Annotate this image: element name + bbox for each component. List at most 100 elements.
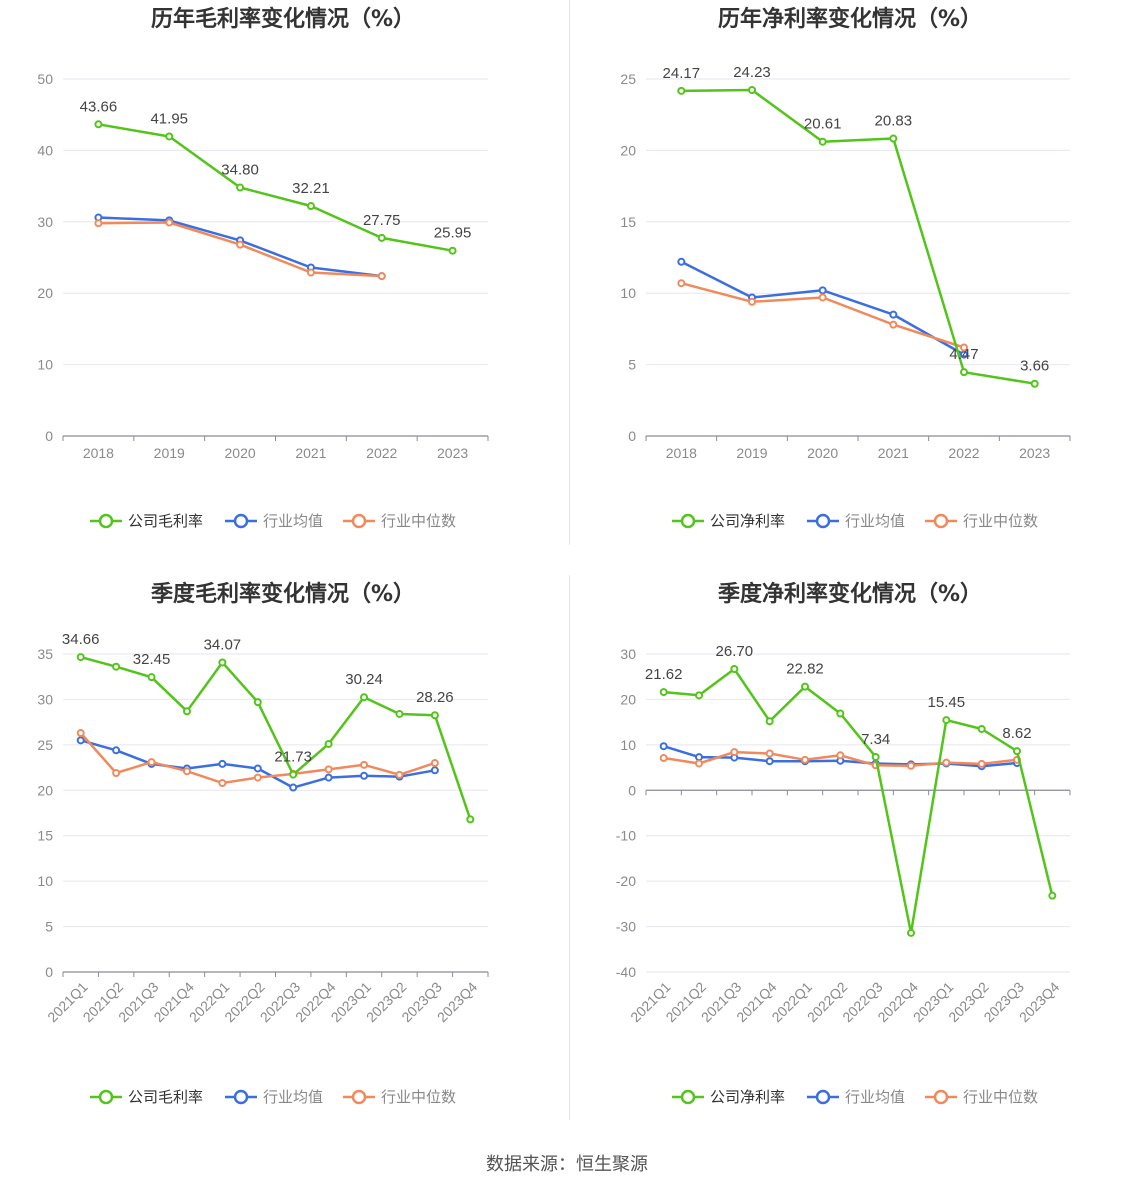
- x-tick-label: 2018: [666, 445, 697, 461]
- data-point-company: [1030, 379, 1039, 388]
- data-point-company: [977, 724, 986, 733]
- data-label: 21.73: [274, 749, 312, 766]
- data-point-median: [377, 272, 386, 281]
- data-point-median: [942, 758, 951, 767]
- data-point-avg: [677, 257, 686, 266]
- data-point-company: [765, 717, 774, 726]
- legend-item-company: 公司毛利率: [90, 513, 203, 530]
- data-label: 32.21: [292, 180, 330, 197]
- data-point-median: [907, 761, 915, 770]
- data-point-median: [94, 219, 103, 228]
- legend-item-company: 公司净利率: [672, 513, 785, 530]
- data-label: 24.17: [663, 65, 701, 82]
- data-label: 20.61: [804, 116, 842, 133]
- data-point-median: [112, 769, 121, 778]
- y-tick-label: 10: [37, 357, 53, 373]
- legend-item-company: 公司净利率: [672, 1089, 785, 1106]
- y-tick-label: 20: [37, 782, 53, 798]
- x-tick-label: 2019: [154, 445, 185, 461]
- data-point-company: [730, 664, 739, 673]
- series-line-avg: [680, 260, 965, 356]
- annual-net-margin-svg: 历年净利率变化情况（%） 0 5 10 15 20 25 2018 2019 2020 2021 20…: [620, 6, 1071, 530]
- data-point-median: [165, 218, 174, 227]
- data-point-median: [836, 751, 845, 760]
- legend-label: 公司毛利率: [128, 513, 203, 530]
- legend-marker-icon: [680, 513, 696, 529]
- data-point-avg: [765, 757, 774, 766]
- legend-item-median: 行业中位数: [925, 1089, 1038, 1106]
- data-point-company: [871, 752, 880, 761]
- y-tick-label: 0: [628, 782, 636, 798]
- data-label: 15.45: [928, 694, 966, 711]
- legend-label: 行业均值: [845, 1089, 905, 1106]
- data-point-company: [942, 716, 951, 725]
- data-point-company: [448, 246, 457, 255]
- y-tick-label: -30: [616, 919, 636, 935]
- data-point-median: [182, 767, 191, 776]
- legend-marker-icon: [815, 1089, 831, 1105]
- x-tick-label: 2023: [437, 445, 468, 461]
- data-source: 数据来源：恒生聚源: [486, 1154, 648, 1174]
- data-point-company: [306, 202, 315, 211]
- data-point-median: [977, 759, 986, 768]
- data-point-median: [730, 748, 739, 757]
- legend-marker-icon: [933, 513, 949, 529]
- data-point-avg: [818, 286, 827, 295]
- legend-item-avg: 行业均值: [807, 1089, 905, 1106]
- legend-item-avg: 行业均值: [807, 513, 905, 530]
- y-tick-label: -20: [616, 873, 636, 889]
- annual-gross-margin-svg: 历年毛利率变化情况（%） 0 10 20 30 40 50 2018 2019 2020 2021 2…: [37, 6, 489, 530]
- data-point-avg: [889, 310, 898, 319]
- data-point-avg: [289, 783, 298, 792]
- legend-label: 行业中位数: [381, 513, 456, 530]
- legend-item-median: 行业中位数: [343, 1089, 456, 1106]
- x-tick-label: 2023Q4: [434, 979, 481, 1026]
- data-point-median: [695, 759, 703, 768]
- data-point-company: [801, 682, 809, 691]
- y-tick-label: 0: [628, 428, 636, 444]
- legend-label: 行业均值: [263, 1089, 323, 1106]
- x-tick-label: 2023Q4: [1016, 979, 1063, 1026]
- data-point-company: [165, 132, 174, 141]
- data-point-company: [395, 709, 404, 718]
- data-point-avg: [324, 773, 333, 782]
- y-tick-label: 30: [620, 646, 636, 662]
- data-point-company: [76, 653, 85, 662]
- legend-label: 行业中位数: [381, 1089, 456, 1106]
- data-point-median: [324, 765, 333, 774]
- chart-title: 季度毛利率变化情况（%）: [151, 581, 415, 607]
- series-line-median: [98, 221, 382, 278]
- quarterly-gross-margin-chart: 季度毛利率变化情况（%） 0 5 10 15 20 25 30 35 2021Q1 2021Q2 20…: [0, 575, 567, 1120]
- data-label: 3.66: [1020, 358, 1049, 375]
- legend-label: 行业均值: [263, 513, 323, 530]
- legend-item-median: 行业中位数: [343, 513, 456, 530]
- annual-net-margin-chart: 历年净利率变化情况（%） 0 5 10 15 20 25 2018 2019 2020 2021 20…: [567, 0, 1134, 545]
- legend-label: 公司净利率: [710, 513, 785, 530]
- data-point-avg: [112, 746, 121, 755]
- y-tick-label: 5: [628, 357, 636, 373]
- data-label: 25.95: [434, 225, 472, 242]
- legend-marker-icon: [680, 1089, 696, 1105]
- y-tick-label: 5: [45, 919, 53, 935]
- y-tick-label: 20: [620, 142, 636, 158]
- y-tick-label: -40: [616, 964, 636, 980]
- legend-marker-icon: [933, 1089, 949, 1105]
- series-line-company: [681, 88, 1035, 385]
- data-label: 24.23: [733, 64, 771, 81]
- legend-item-company: 公司毛利率: [90, 1089, 203, 1106]
- legend-marker-icon: [815, 513, 831, 529]
- y-tick-label: 50: [37, 71, 53, 87]
- data-point-company: [659, 688, 668, 697]
- data-point-avg: [960, 350, 968, 359]
- data-point-company: [677, 86, 686, 95]
- data-point-company: [324, 739, 333, 748]
- y-tick-label: 20: [620, 691, 636, 707]
- data-label: 34.80: [221, 162, 259, 179]
- legend-label: 行业均值: [845, 513, 905, 530]
- data-point-avg: [76, 736, 85, 745]
- data-point-company: [1048, 891, 1057, 900]
- y-tick-label: 0: [45, 964, 53, 980]
- x-tick-label: 2022: [948, 445, 979, 461]
- data-label: 41.95: [150, 110, 188, 127]
- data-point-avg: [360, 771, 369, 780]
